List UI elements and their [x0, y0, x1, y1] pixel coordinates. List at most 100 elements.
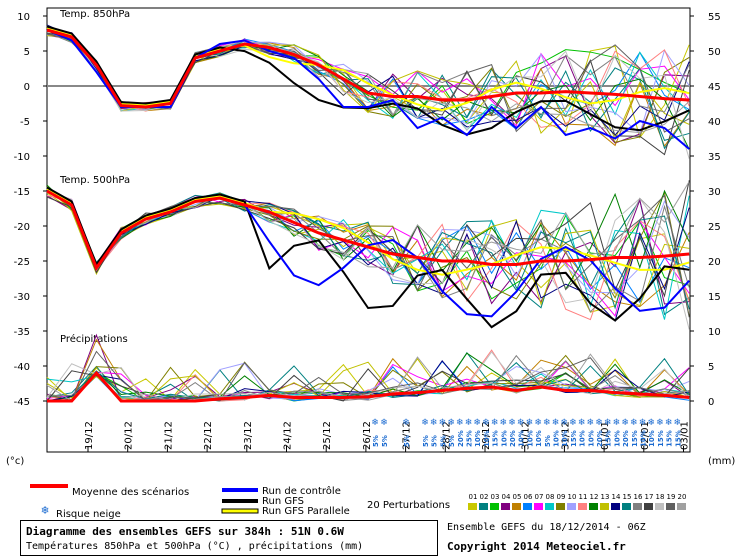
right-tick-label: 50: [708, 47, 721, 58]
perturbation-number: 16: [634, 493, 643, 501]
perturbation-swatch: [589, 503, 598, 510]
perturbation-precip: [46, 353, 690, 402]
gfs-parallel-line-850: [46, 26, 690, 112]
panel-title-precip: Précipitations: [60, 333, 128, 345]
gfs-line-850: [46, 25, 690, 136]
snow-flake-icon: ❄: [465, 418, 473, 428]
left-tick-label: 10: [17, 12, 30, 23]
snow-risk-label: 5%: [381, 435, 389, 447]
snow-risk-label: 10%: [535, 430, 543, 447]
snow-flake-icon: ❄: [647, 418, 655, 428]
snow-flake-icon: ❄: [560, 418, 568, 428]
right-tick-label: 45: [708, 82, 721, 93]
snow-risk-label: 10%: [526, 430, 534, 447]
perturbation-swatch: [622, 503, 631, 510]
perturbation-number: 19: [667, 493, 676, 501]
perturbation-number: 05: [513, 493, 522, 501]
right-tick-label: 25: [708, 222, 721, 233]
right-tick-label: 0: [708, 397, 714, 408]
perturbation-swatch: [479, 503, 488, 510]
perturbation-number: 03: [491, 493, 500, 501]
snow-risk-label: 15%: [674, 430, 682, 447]
left-tick-label: -10: [14, 152, 30, 163]
snow-flake-icon: ❄: [526, 418, 534, 428]
date-label: 30/12: [521, 421, 532, 450]
legend-mean-label: Moyenne des scénarios: [72, 486, 189, 498]
snow-flake-icon: ❄: [595, 418, 603, 428]
copyright: Copyright 2014 Meteociel.fr: [447, 540, 626, 553]
perturbation-swatch: [666, 503, 675, 510]
snow-flake-icon: ❄: [674, 418, 682, 428]
snow-risk-label: 15%: [657, 430, 665, 447]
snow-risk-label: 15%: [492, 430, 500, 447]
ensemble-run: Ensemble GEFS du 18/12/2014 - 06Z: [447, 522, 646, 533]
perturbation-number: 11: [579, 493, 588, 501]
snow-risk-label: 10%: [613, 430, 621, 447]
left-tick-label: -15: [14, 187, 30, 198]
perturbation-number: 15: [623, 493, 632, 501]
left-tick-label: -25: [14, 257, 30, 268]
perturbation-number: 18: [656, 493, 665, 501]
perturbation-swatch: [567, 503, 576, 510]
right-tick-label: 20: [708, 257, 721, 268]
legend-gfs-parallel-swatch: [221, 508, 259, 514]
date-label: 25/12: [322, 421, 333, 450]
perturbation-number: 20: [678, 493, 687, 501]
perturbation-number: 06: [524, 493, 533, 501]
snow-risk-label: 10%: [518, 430, 526, 447]
snow-risk-label: 15%: [570, 430, 578, 447]
snow-risk-label: 10%: [579, 430, 587, 447]
snow-risk-label: 5%: [439, 435, 447, 447]
snow-risk-label: 10%: [483, 430, 491, 447]
mean-line-500: [46, 189, 690, 272]
perturbation-swatch: [545, 503, 554, 510]
perturbation-850: [46, 27, 690, 148]
snow-risk-label: 10%: [640, 430, 648, 447]
info-title: Diagramme des ensembles GEFS sur 384h : …: [26, 525, 344, 538]
perturbation-swatch: [611, 503, 620, 510]
mean-line-precip: [47, 370, 690, 403]
snow-risk-label: 20%: [457, 430, 465, 447]
perturbation-number: 09: [557, 493, 566, 501]
snow-flake-icon: ❄: [578, 418, 586, 428]
snow-risk-label: 5%: [431, 435, 439, 447]
left-tick-label: -45: [14, 397, 30, 408]
perturbation-swatch: [512, 503, 521, 510]
legend-perturbations-label: 20 Perturbations: [367, 500, 450, 511]
snow-flake-icon: ❄: [665, 418, 673, 428]
snow-flake-icon: ❄: [421, 418, 429, 428]
snow-flake-icon: ❄: [430, 418, 438, 428]
snow-risk-label: 5%: [448, 435, 456, 447]
legend-control-label: Run de contrôle: [262, 485, 341, 497]
snow-flake-icon: ❄: [552, 418, 560, 428]
right-tick-label: 40: [708, 117, 721, 128]
right-tick-label: 5: [708, 362, 714, 373]
perturbation-swatch: [523, 503, 532, 510]
date-label: 02/01: [640, 421, 651, 450]
perturbation-swatch: [644, 503, 653, 510]
perturbation-swatch: [556, 503, 565, 510]
snow-flake-icon: ❄: [604, 418, 612, 428]
snow-risk-label: 10%: [561, 430, 569, 447]
perturbation-swatch: [578, 503, 587, 510]
legend-snow-label: Risque neige: [56, 509, 121, 520]
left-tick-label: -35: [14, 327, 30, 338]
right-axis-unit: (mm): [708, 456, 735, 467]
snow-risk-label: 5%: [372, 435, 380, 447]
info-box: [20, 520, 438, 556]
legend-gfs-label: Run GFS: [262, 496, 304, 507]
snow-flake-icon: ❄: [517, 418, 525, 428]
snow-risk-label: 20%: [596, 430, 604, 447]
snow-flake-icon: ❄: [508, 418, 516, 428]
snow-flake-icon: ❄: [613, 418, 621, 428]
perturbation-number: 01: [469, 493, 478, 501]
snow-flake-icon: ❄: [482, 418, 490, 428]
date-label: 03/01: [680, 421, 691, 450]
snow-flake-icon: ❄: [500, 418, 508, 428]
snow-flake-icon: ❄: [656, 418, 664, 428]
snow-flake-icon: ❄: [447, 418, 455, 428]
date-label: 20/12: [124, 421, 135, 450]
snow-risk-label: 25%: [466, 430, 474, 447]
perturbation-number: 13: [601, 493, 610, 501]
perturbation-number: 04: [502, 493, 511, 501]
